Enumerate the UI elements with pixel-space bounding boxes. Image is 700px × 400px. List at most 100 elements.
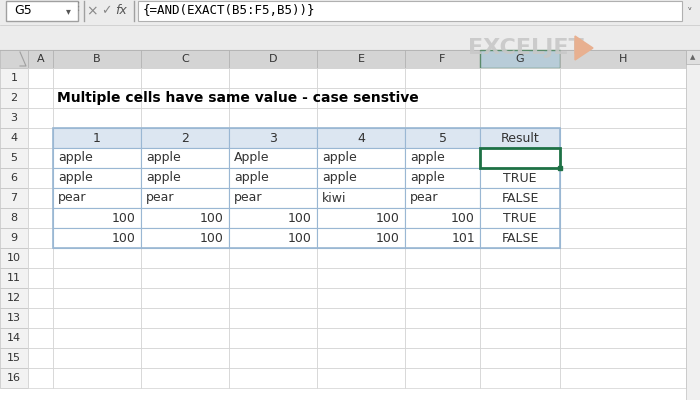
Bar bbox=[28, 168, 53, 188]
Bar bbox=[141, 50, 229, 68]
Text: Apple: Apple bbox=[234, 152, 270, 164]
Bar bbox=[141, 168, 229, 188]
Bar bbox=[480, 108, 560, 128]
Text: ⋮: ⋮ bbox=[72, 2, 83, 12]
Bar bbox=[480, 168, 560, 188]
Bar bbox=[28, 128, 53, 148]
Bar bbox=[0, 68, 28, 88]
Bar bbox=[53, 168, 141, 188]
Text: 100: 100 bbox=[376, 212, 400, 224]
Bar bbox=[560, 188, 686, 208]
Bar bbox=[0, 308, 28, 328]
Bar bbox=[28, 228, 53, 248]
Text: 100: 100 bbox=[200, 232, 224, 244]
Bar bbox=[141, 228, 229, 248]
Bar bbox=[53, 368, 141, 388]
Text: 100: 100 bbox=[112, 232, 136, 244]
Text: H: H bbox=[619, 54, 627, 64]
Bar bbox=[141, 148, 229, 168]
Bar bbox=[0, 348, 28, 368]
Text: TRUE: TRUE bbox=[503, 212, 537, 224]
Bar bbox=[480, 348, 560, 368]
Text: apple: apple bbox=[58, 172, 92, 184]
Text: G: G bbox=[516, 54, 524, 64]
Bar bbox=[560, 248, 686, 268]
Bar bbox=[0, 148, 28, 168]
Text: 5: 5 bbox=[10, 153, 18, 163]
Bar bbox=[229, 168, 317, 188]
Text: 4: 4 bbox=[10, 133, 18, 143]
Bar bbox=[28, 248, 53, 268]
Bar bbox=[560, 288, 686, 308]
Bar bbox=[560, 268, 686, 288]
Bar bbox=[141, 308, 229, 328]
Bar bbox=[480, 248, 560, 268]
Text: ▲: ▲ bbox=[690, 54, 696, 60]
Bar bbox=[229, 288, 317, 308]
Text: 5: 5 bbox=[438, 132, 447, 144]
Bar bbox=[560, 328, 686, 348]
Bar bbox=[138, 1, 682, 21]
Text: apple: apple bbox=[322, 172, 357, 184]
Bar bbox=[480, 228, 560, 248]
Bar bbox=[317, 348, 405, 368]
Bar bbox=[141, 208, 229, 228]
Bar bbox=[141, 188, 229, 208]
Text: apple: apple bbox=[58, 152, 92, 164]
Bar bbox=[317, 208, 405, 228]
Text: D: D bbox=[269, 54, 277, 64]
Bar bbox=[53, 288, 141, 308]
Bar bbox=[229, 228, 317, 248]
Bar bbox=[28, 348, 53, 368]
Bar bbox=[141, 208, 229, 228]
Bar bbox=[0, 328, 28, 348]
Bar bbox=[405, 50, 480, 68]
Bar bbox=[141, 108, 229, 128]
Text: Result: Result bbox=[500, 132, 540, 144]
Bar bbox=[141, 348, 229, 368]
Bar bbox=[560, 208, 686, 228]
Text: 10: 10 bbox=[7, 253, 21, 263]
Bar bbox=[317, 168, 405, 188]
Bar bbox=[405, 368, 480, 388]
Bar bbox=[229, 128, 317, 148]
Bar bbox=[0, 0, 700, 50]
Bar bbox=[53, 228, 141, 248]
Bar bbox=[405, 188, 480, 208]
Text: 14: 14 bbox=[7, 333, 21, 343]
Text: pear: pear bbox=[146, 192, 174, 204]
Bar bbox=[405, 208, 480, 228]
Bar bbox=[560, 108, 686, 128]
Text: 101: 101 bbox=[452, 232, 475, 244]
Bar bbox=[53, 108, 141, 128]
Text: 11: 11 bbox=[7, 273, 21, 283]
Bar bbox=[317, 288, 405, 308]
Bar bbox=[317, 68, 405, 88]
Text: ✓: ✓ bbox=[101, 4, 111, 18]
Bar bbox=[229, 328, 317, 348]
Text: ×: × bbox=[86, 4, 98, 18]
Bar bbox=[405, 148, 480, 168]
Bar bbox=[560, 228, 686, 248]
Bar bbox=[405, 108, 480, 128]
Bar bbox=[0, 248, 28, 268]
Text: 12: 12 bbox=[7, 293, 21, 303]
Text: G5: G5 bbox=[14, 4, 32, 18]
Bar bbox=[28, 108, 53, 128]
Text: apple: apple bbox=[410, 152, 444, 164]
Bar bbox=[141, 128, 229, 148]
Bar bbox=[480, 168, 560, 188]
Bar bbox=[28, 268, 53, 288]
Bar bbox=[229, 348, 317, 368]
Bar bbox=[53, 208, 141, 228]
Bar bbox=[0, 228, 28, 248]
Bar bbox=[405, 68, 480, 88]
Text: apple: apple bbox=[146, 152, 181, 164]
Bar bbox=[53, 128, 560, 248]
Bar bbox=[141, 328, 229, 348]
Bar bbox=[317, 308, 405, 328]
Bar bbox=[229, 148, 317, 168]
Bar bbox=[0, 108, 28, 128]
Text: apple: apple bbox=[146, 172, 181, 184]
Bar bbox=[0, 88, 28, 108]
